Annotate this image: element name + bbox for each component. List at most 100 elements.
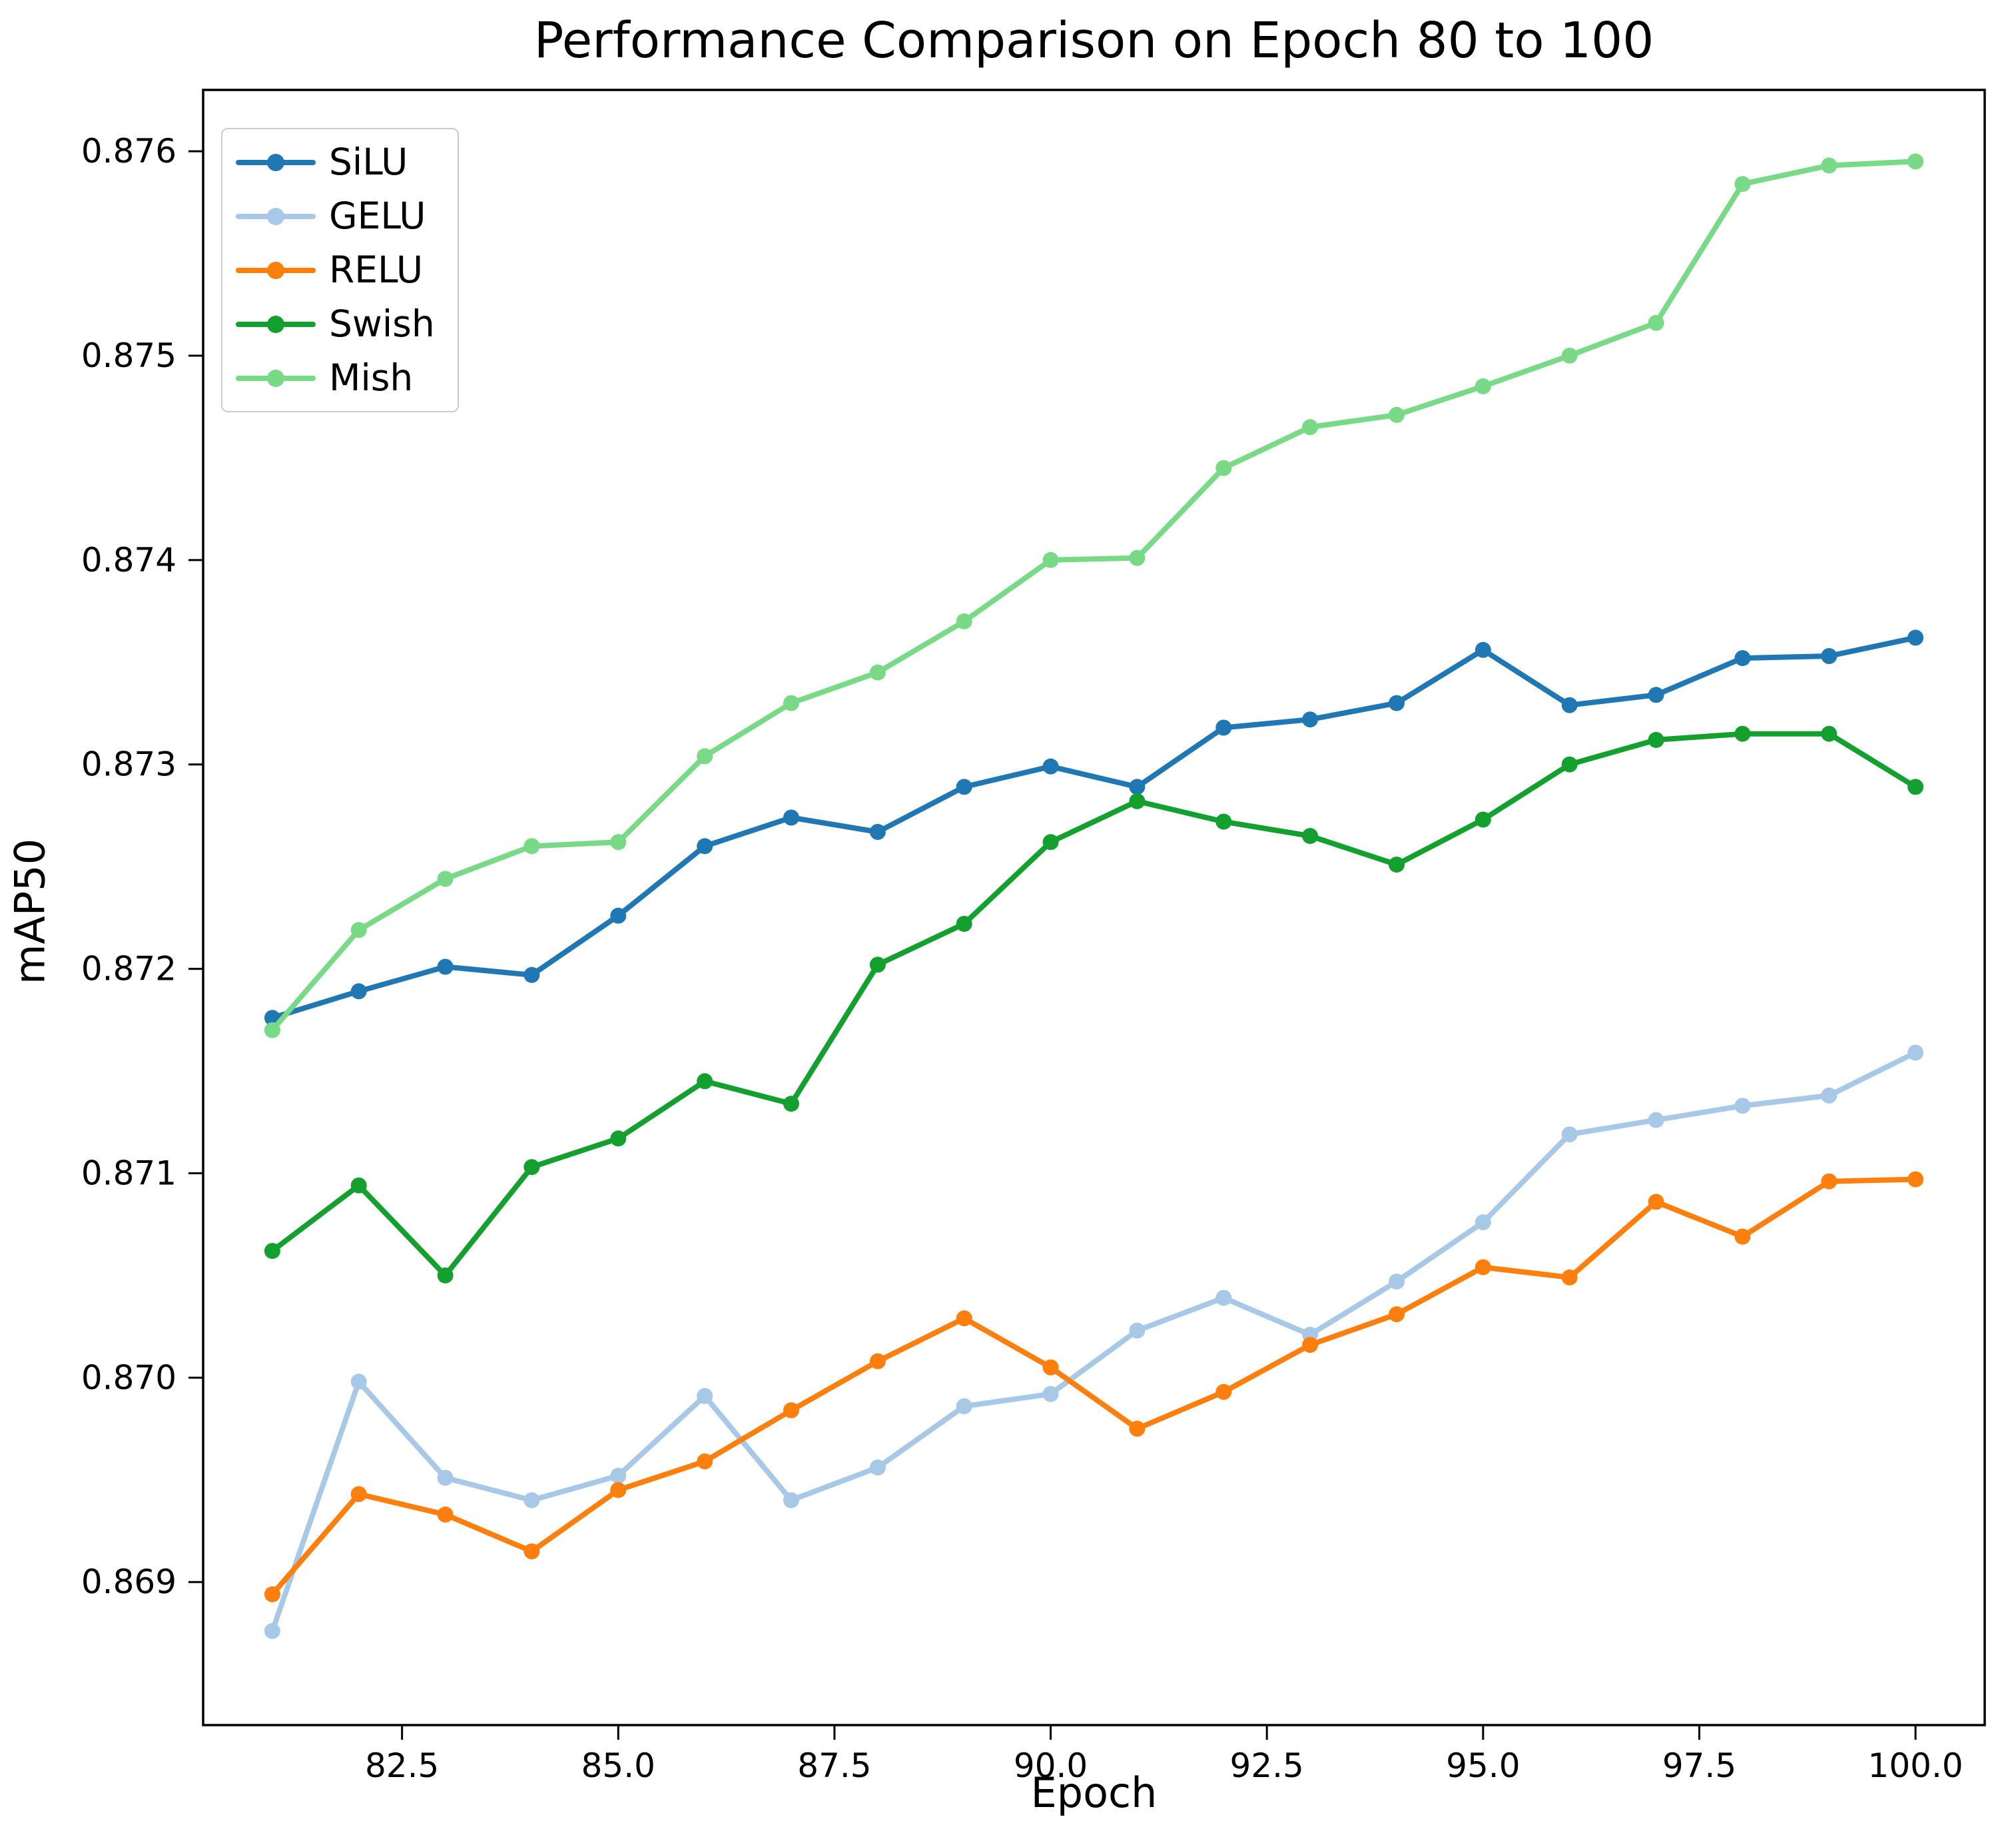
marker-relu xyxy=(264,1586,280,1603)
marker-gelu xyxy=(264,1623,280,1639)
marker-gelu xyxy=(350,1373,367,1390)
marker-gelu xyxy=(1821,1087,1838,1104)
legend-line-swatch xyxy=(236,369,316,387)
y-tick-label: 0.875 xyxy=(81,336,176,375)
x-tick-label: 87.5 xyxy=(797,1746,871,1785)
marker-mish xyxy=(697,748,713,765)
marker-mish xyxy=(1302,419,1319,436)
marker-silu xyxy=(1389,695,1405,711)
marker-mish xyxy=(1475,378,1491,394)
marker-gelu xyxy=(610,1467,627,1484)
marker-mish xyxy=(1129,549,1146,566)
marker-gelu xyxy=(1042,1385,1059,1402)
marker-relu xyxy=(956,1310,972,1327)
marker-swish xyxy=(783,1096,799,1112)
marker-swish xyxy=(437,1267,454,1283)
marker-silu xyxy=(1475,641,1491,658)
marker-silu xyxy=(523,966,540,983)
legend-line-swatch xyxy=(236,261,316,279)
marker-gelu xyxy=(1648,1112,1664,1128)
marker-mish xyxy=(1042,551,1059,568)
y-tick-label: 0.872 xyxy=(81,950,176,988)
marker-relu xyxy=(1734,1228,1751,1245)
marker-relu xyxy=(350,1486,367,1503)
marker-mish xyxy=(610,834,627,851)
marker-silu xyxy=(697,838,713,855)
marker-swish xyxy=(1389,857,1405,873)
marker-relu xyxy=(1648,1194,1664,1210)
marker-relu xyxy=(1042,1359,1059,1375)
line-swish xyxy=(269,731,1919,1278)
marker-swish xyxy=(1821,725,1838,742)
marker-silu xyxy=(869,824,886,840)
marker-gelu xyxy=(1907,1044,1924,1061)
marker-relu xyxy=(610,1482,627,1499)
marker-silu xyxy=(1648,687,1664,703)
marker-swish xyxy=(1215,813,1232,830)
marker-gelu xyxy=(1215,1289,1232,1306)
marker-silu xyxy=(1129,779,1146,795)
marker-mish xyxy=(264,1022,280,1038)
marker-gelu xyxy=(1734,1098,1751,1114)
marker-silu xyxy=(1907,629,1924,646)
marker-mish xyxy=(1907,153,1924,170)
x-tick-label: 100.0 xyxy=(1868,1746,1963,1785)
x-axis-label: Epoch xyxy=(1030,1768,1158,1817)
marker-swish xyxy=(264,1243,280,1260)
legend-line-swatch xyxy=(236,207,316,225)
marker-relu xyxy=(1907,1171,1924,1188)
marker-mish xyxy=(783,695,799,711)
line-relu xyxy=(269,1176,1919,1597)
line-mish xyxy=(269,159,1919,1033)
marker-gelu xyxy=(1561,1126,1578,1143)
marker-relu xyxy=(1475,1259,1491,1276)
marker-relu xyxy=(1389,1306,1405,1323)
marker-swish xyxy=(1907,779,1924,795)
marker-swish xyxy=(1734,725,1751,742)
marker-mish xyxy=(1821,157,1838,174)
legend-item-label: GELU xyxy=(329,194,426,237)
legend-item-mish: Mish xyxy=(236,360,435,396)
legend-item-silu: SiLU xyxy=(236,144,435,181)
marker-mish xyxy=(1561,347,1578,364)
x-tick-label: 85.0 xyxy=(581,1746,655,1785)
marker-silu xyxy=(350,983,367,1000)
legend-item-gelu: GELU xyxy=(236,198,435,234)
marker-silu xyxy=(1215,719,1232,736)
marker-relu xyxy=(1302,1337,1319,1353)
marker-swish xyxy=(1302,828,1319,845)
marker-swish xyxy=(697,1073,713,1090)
marker-gelu xyxy=(697,1387,713,1404)
x-tick-label: 90.0 xyxy=(1014,1746,1088,1785)
marker-gelu xyxy=(783,1492,799,1509)
marker-gelu xyxy=(1389,1274,1405,1290)
marker-swish xyxy=(1129,793,1146,809)
marker-swish xyxy=(610,1130,627,1147)
marker-mish xyxy=(1215,460,1232,476)
legend-item-label: Mish xyxy=(329,356,414,399)
marker-mish xyxy=(523,838,540,855)
line-silu xyxy=(269,635,1919,1021)
x-tick-label: 95.0 xyxy=(1446,1746,1520,1785)
axis-frame xyxy=(202,89,1986,1726)
marker-swish xyxy=(869,956,886,973)
marker-silu xyxy=(956,779,972,795)
marker-relu xyxy=(1129,1421,1146,1437)
marker-silu xyxy=(1042,758,1059,775)
marker-swish xyxy=(1042,834,1059,851)
marker-mish xyxy=(869,664,886,681)
marker-relu xyxy=(697,1453,713,1470)
y-tick-label: 0.869 xyxy=(81,1563,176,1601)
marker-swish xyxy=(523,1159,540,1176)
marker-silu xyxy=(1561,697,1578,713)
marker-silu xyxy=(1734,650,1751,667)
marker-silu xyxy=(1302,711,1319,728)
marker-mish xyxy=(956,613,972,629)
x-tick-label: 82.5 xyxy=(365,1746,439,1785)
line-gelu xyxy=(269,1050,1919,1634)
marker-gelu xyxy=(956,1398,972,1415)
legend-item-label: Swish xyxy=(329,302,435,345)
marker-swish xyxy=(1648,731,1664,748)
marker-relu xyxy=(437,1506,454,1523)
